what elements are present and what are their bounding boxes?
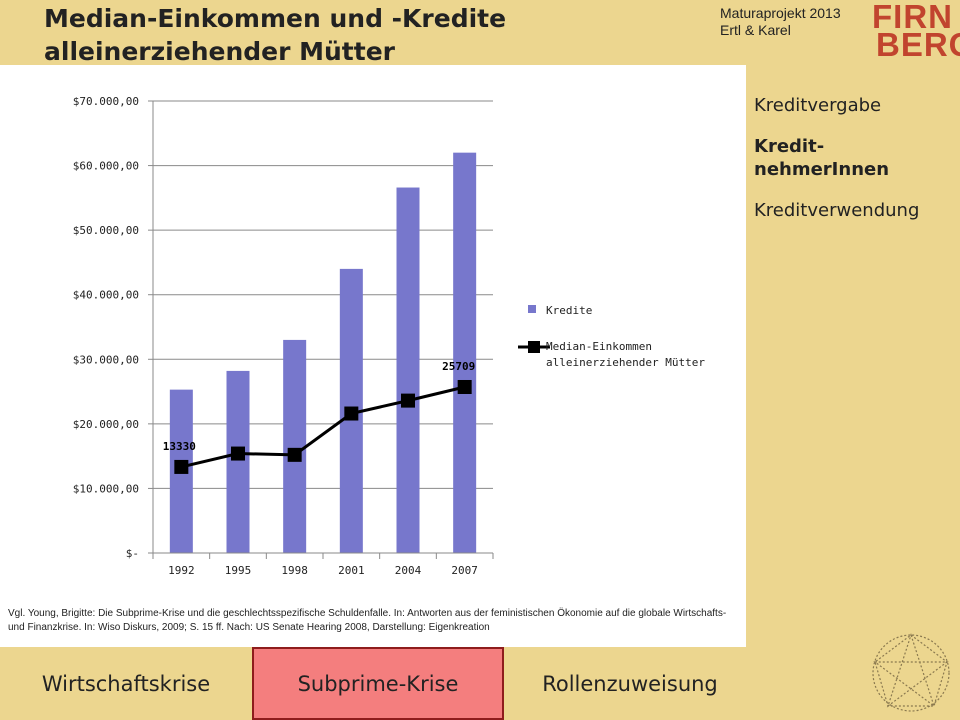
bar-kredite [453,152,477,553]
logo-text-line1: FIRN [872,0,953,35]
line-marker [457,379,472,394]
bar-kredite [283,339,307,553]
slide-title-line1: Median-Einkommen und -Kredite [44,4,507,33]
x-tick-label: 1998 [281,564,308,577]
side-nav-item-kreditnehmerinnen[interactable]: Kredit- nehmerInnen [754,135,954,181]
side-nav-item-kreditverwendung[interactable]: Kreditverwendung [754,200,920,221]
project-credit-line2: Ertl & Karel [720,22,791,38]
x-tick-label: 2007 [451,564,478,577]
project-credit: Maturaprojekt 2013 Ertl & Karel [720,5,841,39]
slide-title: Median-Einkommen und -Kredite alleinerzi… [44,2,664,68]
legend-swatch-kredite [528,305,536,313]
y-tick-label: $70.000,00 [73,95,139,108]
chart-panel: $- $10.000,00 $20.000,00 $30.000,00 $40.000,… [0,65,746,647]
x-tick-label: 1995 [225,564,252,577]
y-tick-label: $60.000,00 [73,160,139,173]
line-marker [231,446,245,461]
project-credit-line1: Maturaprojekt 2013 [720,5,841,21]
line-marker [344,406,359,421]
bar-line-chart: $- $10.000,00 $20.000,00 $30.000,00 $40.000,… [73,95,706,577]
x-tick-label: 1992 [168,564,195,577]
legend-label-median-line2: alleinerziehender Mütter [546,356,705,369]
x-tick-label: 2004 [395,564,422,577]
source-citation: Vgl. Young, Brigitte: Die Subprime-Krise… [8,608,727,633]
star-emblem-icon [872,633,950,712]
y-tick-label: $10.000,00 [73,482,139,495]
data-label: 13330 [163,440,196,453]
slide-title-line2: alleinerziehender Mütter [44,37,395,66]
side-nav: Kreditvergabe Kredit- nehmerInnen Kredit… [754,94,954,240]
tab-wirtschaftskrise[interactable]: Wirtschaftskrise [41,671,211,696]
legend-label-kredite: Kredite [546,304,592,317]
tab-rollenzuweisung[interactable]: Rollenzuweisung [542,671,718,696]
y-tick-label: $- [126,547,139,560]
y-tick-label: $50.000,00 [73,224,139,237]
y-tick-label: $40.000,00 [73,289,139,302]
x-tick-label: 2001 [338,564,365,577]
line-median-einkommen [180,385,466,469]
side-nav-item-kreditvergabe[interactable]: Kreditvergabe [754,95,882,116]
bar-kredite [226,370,250,553]
side-nav-item-label-line2: nehmerInnen [754,159,890,180]
data-label: 25709 [442,360,475,373]
side-nav-item-label: Kredit- [754,136,825,157]
y-tick-label: $20.000,00 [73,418,139,431]
tab-subprime-krise[interactable]: Subprime-Krise [252,647,504,720]
bar-kredite [396,187,420,554]
y-tick-label: $30.000,00 [73,353,139,366]
legend-label-median: Median-Einkommen [546,340,652,353]
firnberg-logo: FIRN BERG [868,0,960,63]
line-marker [174,459,189,474]
legend-marker-median [528,341,540,353]
logo-text-line2: BERG [876,26,960,63]
bottom-nav: Wirtschaftskrise Subprime-Krise Rollenzu… [0,647,960,720]
line-marker [287,447,302,462]
line-marker [401,393,415,408]
